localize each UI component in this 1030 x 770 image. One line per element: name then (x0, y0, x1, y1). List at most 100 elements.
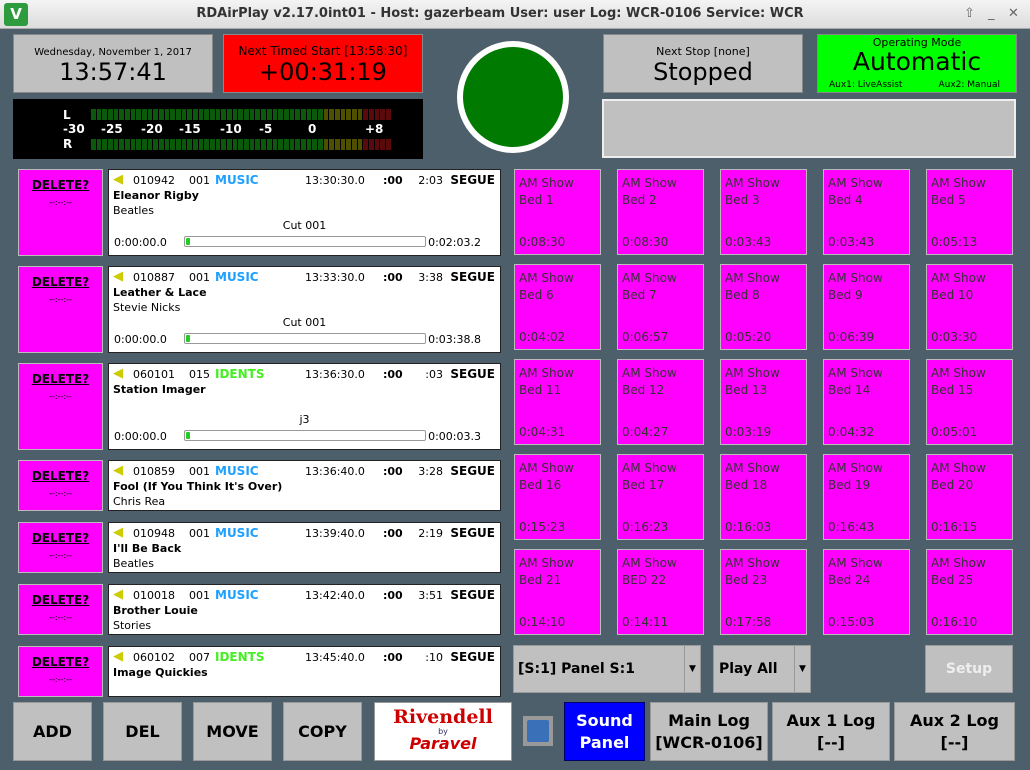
meter-segment (380, 109, 385, 120)
cart-button[interactable]: AM Show Bed 11 0:04:31 (514, 359, 601, 445)
close-icon[interactable]: ✕ (1008, 6, 1019, 21)
cart-label-line1: AM Show (622, 461, 677, 475)
cart-length: 0:16:43 (828, 520, 875, 534)
meter-segment (96, 139, 102, 150)
meter-segment (142, 139, 147, 150)
cart-button[interactable]: AM Show Bed 3 0:03:43 (720, 169, 807, 255)
meter-segment (272, 139, 278, 150)
cart-button[interactable]: AM Show Bed 6 0:04:02 (514, 264, 601, 350)
start-time: 13:42:40.0 (305, 589, 365, 602)
play-mode-selector[interactable]: Play All ▼ (713, 645, 811, 693)
cart-button[interactable]: AM Show Bed 8 0:05:20 (720, 264, 807, 350)
cart-button[interactable]: AM Show Bed 1 0:08:30 (514, 169, 601, 255)
meter-segment (176, 139, 181, 150)
delete-button[interactable]: DELETE? --:--:-- (18, 266, 103, 353)
cart-button[interactable]: AM Show Bed 9 0:06:39 (823, 264, 910, 350)
meter-segment (125, 139, 130, 150)
title: Leather & Lace (113, 286, 207, 299)
cart-button[interactable]: AM Show Bed 19 0:16:43 (823, 454, 910, 540)
next-stop: Next Stop [none] Stopped (603, 34, 803, 93)
operating-mode-button[interactable]: Operating Mode Automatic Aux1: LiveAssis… (817, 34, 1017, 93)
meter-segment (181, 109, 187, 120)
delete-button[interactable]: DELETE? --:--:-- (18, 646, 103, 697)
delete-label: DELETE? (31, 655, 90, 669)
length: 3:38 (418, 271, 443, 284)
meter-segment (363, 109, 368, 120)
cart-button[interactable]: AM Show Bed 21 0:14:10 (514, 549, 601, 635)
meter-segment (357, 139, 363, 150)
delete-button[interactable]: DELETE? --:--:-- (18, 169, 103, 256)
cart-button[interactable]: AM Show Bed 18 0:16:03 (720, 454, 807, 540)
minimize-icon[interactable]: _ (988, 6, 995, 21)
cart-length: 0:08:30 (519, 235, 566, 249)
meter-segment (300, 109, 306, 120)
cart-button[interactable]: AM Show Bed 12 0:04:27 (617, 359, 704, 445)
cart-button[interactable]: AM Show Bed 20 0:16:15 (926, 454, 1013, 540)
chevron-down-icon[interactable]: ▼ (794, 646, 810, 692)
cart-label-line1: AM Show (828, 176, 883, 190)
meter-scale-label: -20 (141, 122, 163, 136)
transition: SEGUE (450, 650, 495, 664)
copy-button[interactable]: COPY (283, 702, 362, 761)
cart-button[interactable]: AM Show Bed 16 0:15:23 (514, 454, 601, 540)
cart-label-line1: AM Show (725, 176, 780, 190)
cart-number: 060101 (133, 368, 175, 381)
delete-button[interactable]: DELETE? --:--:-- (18, 363, 103, 450)
move-button[interactable]: MOVE (193, 702, 272, 761)
mode-aux2: Aux2: Manual (938, 80, 1000, 90)
delete-label: DELETE? (31, 275, 90, 289)
aux1-log-button[interactable]: Aux 1 Log [--] (772, 702, 890, 761)
cart-button[interactable]: AM Show Bed 2 0:08:30 (617, 169, 704, 255)
log-entry[interactable]: ◀ 060102 007 IDENTS 13:45:40.0 :00 :10 S… (108, 646, 501, 697)
log-entry[interactable]: ◀ 010859 001 MUSIC 13:36:40.0 :00 3:28 S… (108, 460, 501, 511)
meter-segment (232, 139, 238, 150)
cart-button[interactable]: AM Show Bed 7 0:06:57 (617, 264, 704, 350)
setup-button[interactable]: Setup (925, 645, 1013, 693)
meter-segment (147, 109, 153, 120)
delete-label: DELETE? (31, 372, 90, 386)
cart-button[interactable]: AM Show Bed 14 0:04:32 (823, 359, 910, 445)
log-entry[interactable]: ◀ 010942 001 MUSIC 13:30:30.0 :00 2:03 S… (108, 169, 501, 256)
title: I'll Be Back (113, 542, 182, 555)
delete-button[interactable]: DELETE? --:--:-- (18, 522, 103, 573)
speaker-icon: ◀ (113, 525, 123, 540)
cart-button[interactable]: AM Show Bed 10 0:03:30 (926, 264, 1013, 350)
cart-button[interactable]: AM Show Bed 4 0:03:43 (823, 169, 910, 255)
sound-panel-label: Sound Panel (576, 711, 633, 752)
delete-button[interactable]: DELETE? --:--:-- (18, 584, 103, 635)
meter-segment (300, 139, 306, 150)
meter-scale-label: 0 (308, 122, 317, 136)
add-button[interactable]: ADD (13, 702, 92, 761)
cart-button[interactable]: AM Show Bed 15 0:05:01 (926, 359, 1013, 445)
cart-button[interactable]: AM Show Bed 13 0:03:19 (720, 359, 807, 445)
panel-selector[interactable]: [S:1] Panel S:1 ▼ (513, 645, 701, 693)
log-entry[interactable]: ◀ 060101 015 IDENTS 13:36:30.0 :00 :03 S… (108, 363, 501, 450)
cart-button[interactable]: AM Show Bed 17 0:16:23 (617, 454, 704, 540)
del-button[interactable]: DEL (103, 702, 182, 761)
cart-button[interactable]: AM Show Bed 24 0:15:03 (823, 549, 910, 635)
cart-button[interactable]: AM Show Bed 23 0:17:58 (720, 549, 807, 635)
meter-segment (255, 139, 261, 150)
log-entry[interactable]: ◀ 010018 001 MUSIC 13:42:40.0 :00 3:51 S… (108, 584, 501, 635)
aux2-log-button[interactable]: Aux 2 Log [--] (894, 702, 1015, 761)
log-entry[interactable]: ◀ 010948 001 MUSIC 13:39:40.0 :00 2:19 S… (108, 522, 501, 573)
log-entry[interactable]: ◀ 010887 001 MUSIC 13:33:30.0 :00 3:38 S… (108, 266, 501, 353)
meter-segment (187, 109, 193, 120)
cut-number: 001 (189, 465, 210, 478)
cart-label-line1: AM Show (622, 176, 677, 190)
maximize-icon[interactable]: ⇧ (964, 6, 975, 21)
cart-button[interactable]: AM Show Bed 25 0:16:10 (926, 549, 1013, 635)
meter-segment (368, 109, 374, 120)
cart-button[interactable]: AM Show BED 22 0:14:11 (617, 549, 704, 635)
meter-segment (312, 109, 317, 120)
main-log-button[interactable]: Main Log [WCR-0106] (650, 702, 768, 761)
meter-segment (329, 109, 334, 120)
cart-button[interactable]: AM Show Bed 5 0:05:13 (926, 169, 1013, 255)
chevron-down-icon[interactable]: ▼ (684, 646, 700, 692)
sound-panel-button[interactable]: Sound Panel (564, 702, 645, 761)
delete-button[interactable]: DELETE? --:--:-- (18, 460, 103, 511)
remaining: 0:00:03.3 (428, 430, 481, 443)
cart-label-line1: AM Show (828, 461, 883, 475)
trash-icon[interactable] (523, 716, 553, 746)
meter-scale: -30 -25 -20 -15 -10 -5 0 +8 (63, 122, 393, 136)
